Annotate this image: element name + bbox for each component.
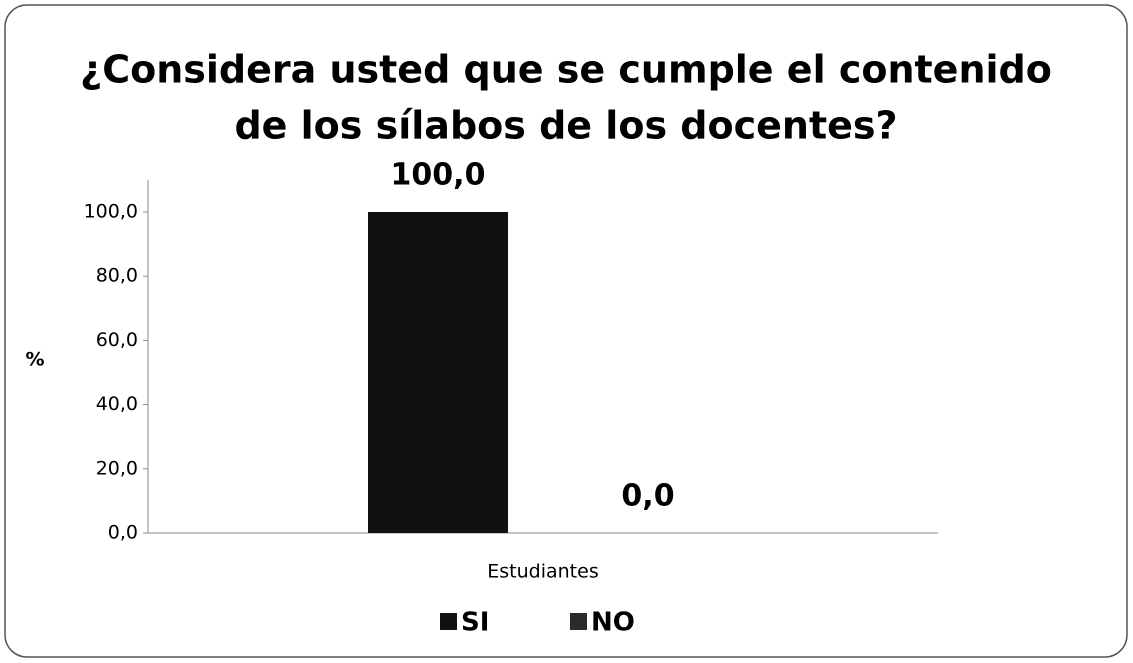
y-axis-label: % [25, 349, 44, 371]
y-tick-label: 100,0 [84, 201, 138, 223]
y-tick-label: 0,0 [108, 522, 138, 544]
y-tick-label: 60,0 [96, 329, 138, 351]
legend-label: SI [461, 608, 489, 638]
legend-swatch [440, 613, 457, 630]
chart-title: de los sílabos de los docentes? [234, 104, 897, 148]
chart-frame [4, 4, 1128, 658]
x-tick-label: Estudiantes [487, 561, 598, 583]
chart-title: ¿Considera usted que se cumple el conten… [80, 48, 1052, 92]
legend-swatch [570, 613, 587, 630]
y-tick-label: 80,0 [96, 265, 138, 287]
bar [368, 212, 508, 533]
y-tick-label: 40,0 [96, 393, 138, 415]
data-label: 100,0 [391, 158, 486, 193]
data-label: 0,0 [621, 479, 674, 514]
legend-label: NO [591, 608, 635, 638]
y-tick-label: 20,0 [96, 457, 138, 479]
